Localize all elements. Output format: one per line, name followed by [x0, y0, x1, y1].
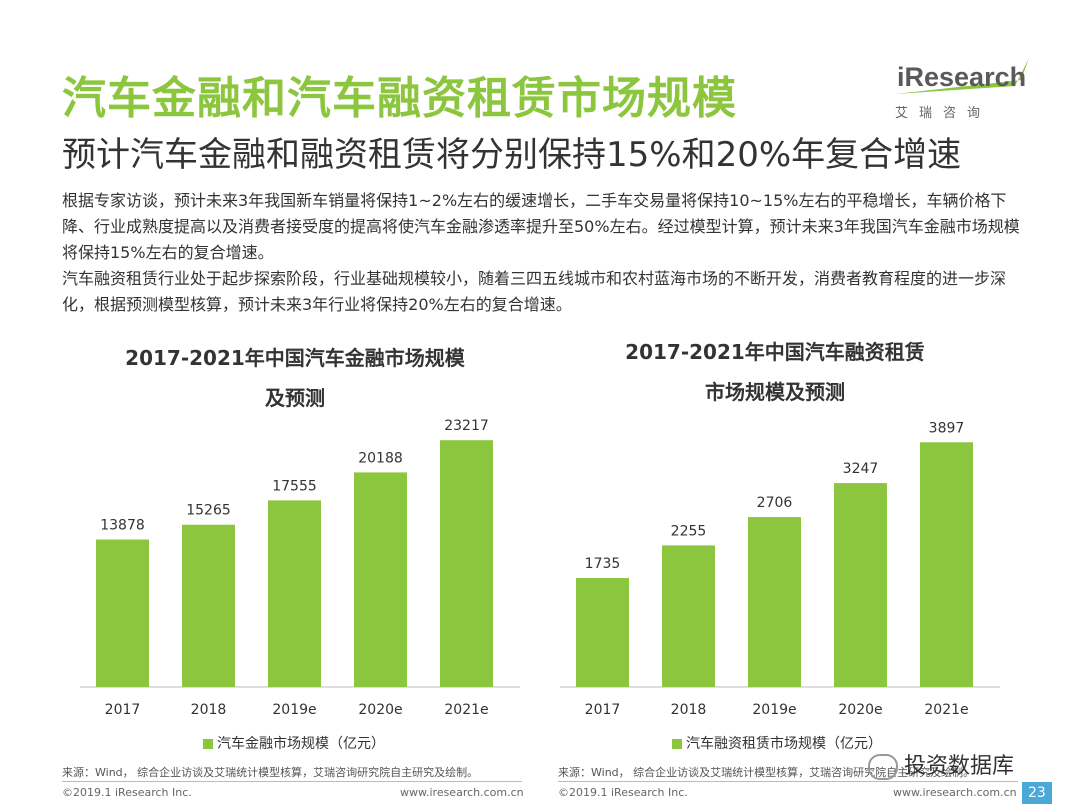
- x-tick-label: 2020e: [838, 702, 882, 718]
- legend-swatch: [203, 739, 213, 749]
- x-tick-label: 2020e: [358, 702, 402, 718]
- x-tick-label: 2019e: [752, 702, 796, 718]
- data-label: 13878: [100, 517, 145, 533]
- bar: [182, 524, 235, 687]
- data-label: 3247: [843, 461, 879, 477]
- body-text: 根据专家访谈，预计未来3年我国新车销量将保持1~2%左右的缓速增长，二手车交易量…: [62, 188, 1022, 318]
- chart-2-legend-label: 汽车融资租赁市场规模（亿元）: [686, 736, 882, 752]
- page-subtitle: 预计汽车金融和融资租赁将分别保持15%和20%年复合增速: [62, 135, 962, 175]
- wechat-icon: [868, 754, 898, 780]
- chart-2-legend: 汽车融资租赁市场规模（亿元）: [672, 733, 882, 753]
- x-tick-label: 2018: [191, 702, 227, 718]
- body-paragraph-2: 汽车融资租赁行业处于起步探索阶段，行业基础规模较小，随着三四五线城市和农村蓝海市…: [62, 269, 1007, 314]
- chart-1-legend: 汽车金融市场规模（亿元）: [203, 733, 385, 753]
- chart-2-title-line-2: 市场规模及预测: [705, 380, 845, 404]
- source-left: 来源：Wind， 综合企业访谈及艾瑞统计模型核算，艾瑞咨询研究院自主研究及绘制。: [62, 766, 479, 779]
- data-label: 23217: [444, 418, 489, 434]
- bar: [576, 578, 629, 687]
- footer-divider-right: [558, 781, 1018, 782]
- bar: [920, 442, 973, 687]
- x-tick-label: 2017: [585, 702, 621, 718]
- page-title: 汽车金融和汽车融资租赁市场规模: [62, 73, 737, 124]
- data-label: 2255: [671, 523, 707, 539]
- bar: [354, 472, 407, 687]
- data-label: 17555: [272, 478, 317, 494]
- watermark: 投资数据库: [868, 748, 1014, 780]
- body-paragraph-1: 根据专家访谈，预计未来3年我国新车销量将保持1~2%左右的缓速增长，二手车交易量…: [62, 191, 1020, 262]
- chart-1-title-line-2: 及预测: [265, 386, 325, 410]
- page-number: 23: [1022, 782, 1052, 804]
- x-tick-label: 2021e: [444, 702, 488, 718]
- x-tick-label: 2018: [671, 702, 707, 718]
- watermark-text: 投资数据库: [904, 754, 1015, 779]
- chart-2-title-line-1: 2017-2021年中国汽车融资租赁: [625, 340, 925, 364]
- data-label: 20188: [358, 450, 403, 466]
- iresearch-logo: iResearch 艾瑞咨询: [893, 58, 1033, 121]
- data-label: 2706: [757, 495, 793, 511]
- x-tick-label: 2021e: [924, 702, 968, 718]
- x-tick-label: 2017: [105, 702, 141, 718]
- logo-text: iResearch: [897, 62, 1027, 92]
- chart-2-title: 2017-2021年中国汽车融资租赁 市场规模及预测: [560, 332, 990, 412]
- logo-subtext: 艾瑞咨询: [895, 106, 992, 121]
- footer-copyright-right: ©2019.1 iResearch Inc.: [558, 786, 688, 799]
- data-label: 15265: [186, 503, 231, 519]
- chart-1-plot: 13878 2017 15265 2018 17555 2019e 20188 2020e 23…: [80, 418, 520, 718]
- data-label: 3897: [929, 420, 965, 436]
- bar: [96, 539, 149, 687]
- data-label: 1735: [585, 556, 621, 572]
- bar: [834, 483, 887, 687]
- chart-1-legend-label: 汽车金融市场规模（亿元）: [217, 736, 385, 752]
- bar: [748, 517, 801, 687]
- bar: [440, 440, 493, 687]
- chart-1-title: 2017-2021年中国汽车金融市场规模 及预测: [80, 338, 510, 418]
- bar: [662, 545, 715, 687]
- chart-2-plot: 1735 2017 2255 2018 2706 2019e 3247 2020e 3897 20…: [560, 420, 1000, 718]
- chart-1-title-line-1: 2017-2021年中国汽车金融市场规模: [125, 346, 465, 370]
- footer-copyright-left: ©2019.1 iResearch Inc.: [62, 786, 192, 799]
- footer-url-right: www.iresearch.com.cn: [893, 786, 1017, 799]
- legend-swatch: [672, 739, 682, 749]
- footer-divider-left: [62, 781, 522, 782]
- footer-url-left: www.iresearch.com.cn: [400, 786, 524, 799]
- logo-swoosh-icon: [895, 58, 1029, 94]
- bar: [268, 500, 321, 687]
- x-tick-label: 2019e: [272, 702, 316, 718]
